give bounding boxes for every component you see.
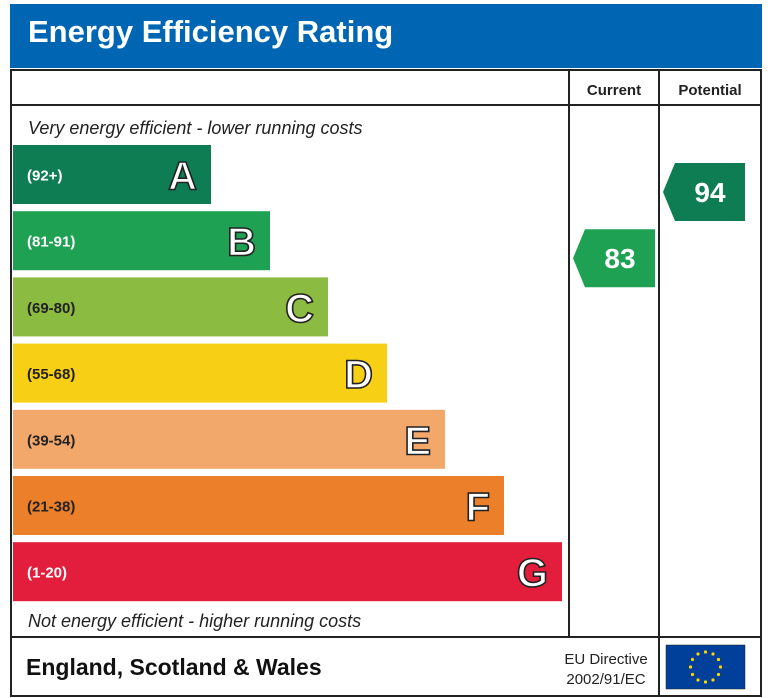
band-letter-g: G	[517, 552, 548, 596]
top-note: Very energy efficient - lower running co…	[28, 118, 363, 138]
chart-frame	[10, 69, 762, 697]
page-title: Energy Efficiency Rating	[28, 14, 394, 49]
flag-star	[690, 672, 695, 677]
flag-star	[688, 665, 693, 669]
band-range-a: (92+)	[27, 168, 62, 185]
band-range-g: (1-20)	[27, 565, 67, 582]
rating-bands: (92+) A (81-91) B (69-80) C (55-68) D (39-54) E (2…	[13, 145, 562, 602]
flag-star	[718, 665, 723, 669]
flag-star	[703, 650, 708, 654]
flag-star	[696, 652, 700, 656]
band-bar-g	[13, 542, 562, 602]
band-range-e: (39-54)	[27, 432, 75, 449]
band-letter-b: B	[227, 221, 256, 265]
band-range-d: (55-68)	[27, 366, 75, 383]
potential-rating-marker	[663, 163, 745, 221]
flag-star	[711, 678, 715, 682]
flag-star	[716, 657, 721, 662]
band-letter-a: A	[168, 155, 197, 199]
flag-star	[696, 678, 700, 682]
band-bar-f	[13, 476, 504, 535]
band-range-b: (81-91)	[27, 234, 75, 251]
band-bar-e	[13, 409, 445, 469]
band-letter-c: C	[285, 287, 314, 331]
footer-region: England, Scotland & Wales	[26, 654, 322, 680]
current-rating-value: 83	[604, 243, 635, 274]
band-letter-f: F	[466, 486, 490, 530]
band-letter-e: E	[404, 419, 431, 463]
band-range-f: (21-38)	[27, 499, 75, 516]
band-bar-a	[13, 145, 211, 204]
eu-flag-icon	[665, 644, 746, 690]
current-rating-marker	[573, 229, 655, 288]
directive-line1: EU Directive	[564, 651, 647, 668]
band-bar-c	[13, 277, 328, 337]
title-bar: Energy Efficiency Rating	[10, 4, 762, 68]
band-bar-b	[13, 211, 270, 271]
directive-line2: 2002/91/EC	[566, 671, 645, 688]
flag-star	[690, 657, 695, 662]
rating-markers: 83 94	[573, 163, 745, 288]
potential-rating-value: 94	[694, 177, 726, 208]
band-bar-d	[13, 343, 387, 403]
flag-star	[703, 680, 708, 684]
band-letter-d: D	[344, 353, 373, 397]
potential-header: Potential	[678, 82, 741, 99]
current-header: Current	[587, 82, 641, 99]
band-range-c: (69-80)	[27, 300, 75, 317]
flag-star	[711, 652, 715, 656]
flag-star	[716, 672, 721, 677]
bottom-note: Not energy efficient - higher running co…	[28, 611, 361, 631]
